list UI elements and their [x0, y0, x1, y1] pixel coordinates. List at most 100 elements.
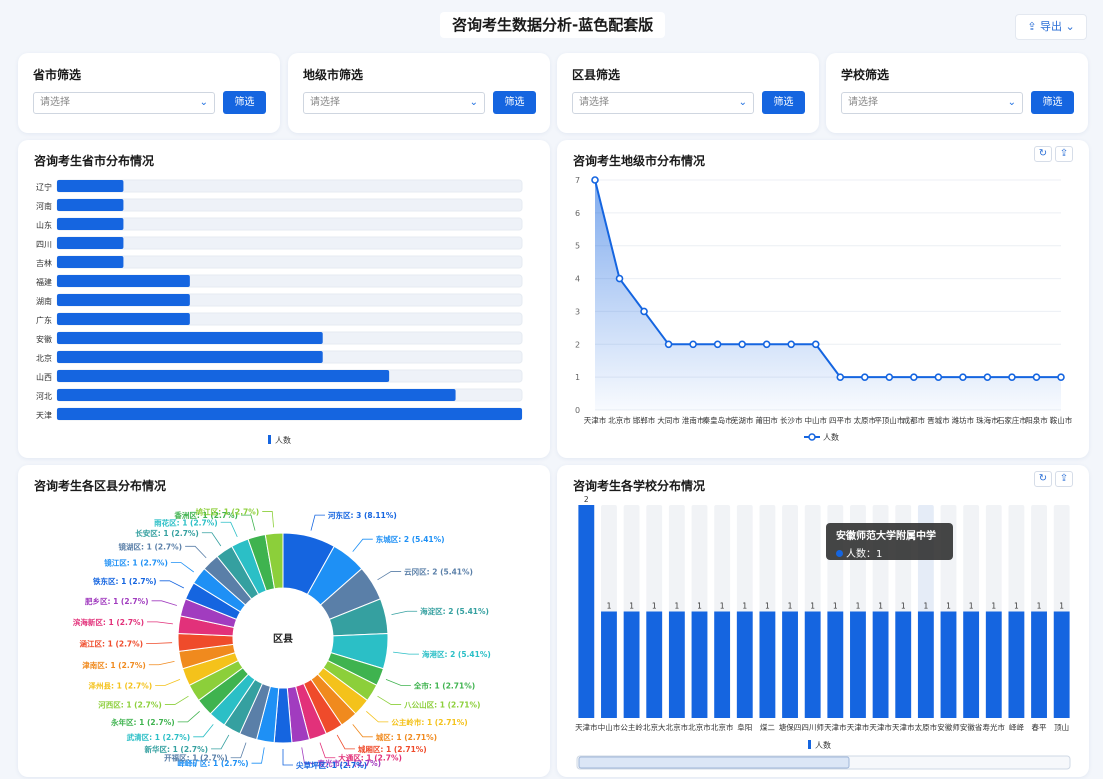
- bar: [895, 611, 912, 718]
- slice-label: 云冈区: 2 (5.41%): [404, 567, 473, 576]
- label-line: [336, 734, 355, 750]
- slice-label: 津南区: 1 (2.7%): [82, 660, 146, 670]
- label-line: [159, 580, 185, 589]
- bar: [668, 611, 685, 718]
- bar: [691, 611, 708, 718]
- bar: [1053, 611, 1070, 718]
- bar: [57, 408, 522, 420]
- slice-label: 镜江区: 1 (2.7%): [104, 557, 168, 567]
- pie-slice: [264, 532, 284, 590]
- label-line: [251, 747, 265, 764]
- export-button[interactable]: ⇪ 导出 ⌄: [1015, 14, 1087, 40]
- x-tick-label: 莆田市: [755, 415, 778, 425]
- province-select[interactable]: 请选择 ⌄: [33, 92, 215, 114]
- x-tick-label: 北京大: [643, 722, 666, 732]
- data-point: [934, 373, 943, 381]
- x-tick-label: 石家庄市: [997, 415, 1027, 425]
- data-label: 1: [788, 602, 793, 611]
- bar: [714, 611, 731, 718]
- data-point: [640, 307, 648, 316]
- refresh-icon[interactable]: ↻: [1034, 471, 1052, 487]
- x-tick-label: 天津市: [824, 722, 847, 732]
- bar-track: [56, 198, 523, 212]
- data-label: 1: [1059, 602, 1064, 611]
- data-label: 1: [923, 602, 928, 611]
- data-point: [860, 373, 869, 381]
- label-line: [377, 571, 402, 581]
- bar: [57, 275, 190, 287]
- series-line: [594, 179, 1061, 379]
- bar: [827, 611, 844, 718]
- x-tick-label: 安徽省: [960, 722, 983, 732]
- x-tick-label: 四川师: [801, 722, 824, 732]
- x-tick-label: 太原市: [915, 722, 938, 732]
- x-tick-label: 平顶山市: [874, 415, 904, 425]
- x-tick-label: 太原市: [854, 415, 877, 425]
- slice-label: 泽州县: 1 (2.7%): [89, 680, 153, 690]
- bar: [646, 611, 663, 718]
- bar: [57, 218, 124, 230]
- legend-swatch: [808, 740, 811, 749]
- x-tick-label: 北京市: [666, 722, 689, 732]
- slice-label: 全市: 1 (2.71%): [413, 680, 475, 690]
- category-label: 广东: [36, 315, 52, 325]
- x-tick-label: 天津市: [575, 722, 598, 732]
- chart-toolbox: ↻ ⇪: [1034, 471, 1073, 487]
- x-tick-label: 峄峄: [1009, 723, 1025, 732]
- legend-swatch: [268, 435, 271, 444]
- label-line: [301, 747, 315, 764]
- label-line: [377, 695, 402, 705]
- district-select[interactable]: 请选择 ⌄: [572, 92, 754, 114]
- data-point: [1008, 373, 1016, 381]
- school-select[interactable]: 请选择 ⌄: [841, 92, 1023, 114]
- bar: [963, 611, 980, 718]
- chevron-down-icon: ⌄: [199, 97, 208, 108]
- refresh-icon[interactable]: ↻: [1034, 146, 1052, 162]
- data-point: [983, 373, 992, 381]
- top-bar: 咨询考生数据分析-蓝色配套版 ⇪ 导出 ⌄: [0, 0, 1103, 50]
- x-tick-label: 北京市: [711, 722, 734, 732]
- slice-label: 涵江区: 1 (2.7%): [80, 638, 144, 648]
- slice-label: 永年区: 1 (2.7%): [110, 717, 175, 727]
- category-label: 天津: [36, 410, 52, 420]
- bar: [1008, 611, 1025, 718]
- school-chart-card: 咨询考生各学校分布情况 ↻ ⇪ 2 天津市 1 中山市 1 公主岭 1 北京大 1 北京市 1 北京市 1…: [557, 465, 1089, 777]
- city-select[interactable]: 请选择 ⌄: [303, 92, 485, 114]
- x-tick-label: 晋城市: [927, 415, 950, 425]
- label-line: [155, 679, 181, 686]
- slice-label: 铁东区: 1 (2.7%): [93, 576, 157, 586]
- bar: [57, 313, 190, 325]
- slice-label: 鸠江区: 1 (2.7%): [196, 506, 260, 516]
- download-icon[interactable]: ⇪: [1055, 471, 1073, 487]
- category-label: 湖南: [36, 296, 52, 306]
- x-tick-label: 寿光市: [983, 722, 1006, 732]
- label-line: [170, 562, 194, 573]
- x-tick-label: 春平: [1032, 722, 1048, 732]
- slice-label: 肥乡区: 1 (2.7%): [85, 596, 149, 606]
- data-label: 1: [969, 602, 974, 611]
- school-filter-button[interactable]: 筛选: [1031, 91, 1074, 114]
- city-filter-button[interactable]: 筛选: [493, 91, 536, 114]
- download-icon[interactable]: ⇪: [1055, 146, 1073, 162]
- slice-label: 开福区: 1 (2.7%): [164, 753, 228, 763]
- x-tick-label: 中山市: [804, 415, 827, 425]
- district-filter-button[interactable]: 筛选: [762, 91, 805, 114]
- x-tick-label: 四平市: [829, 415, 852, 425]
- province-filter-button[interactable]: 筛选: [223, 91, 266, 114]
- data-point: [885, 373, 894, 381]
- x-tick-label: 北京市: [608, 415, 631, 425]
- province-chart-card: 咨询考生省市分布情况 辽宁 河南 山东 四川 吉林 福建 湖南 广东 安徽 北京 山西 河北 天津 人数: [18, 140, 550, 458]
- slice-label: 雨花区: 1 (2.7%): [154, 517, 218, 527]
- category-label: 河北: [36, 391, 52, 401]
- label-line: [391, 610, 418, 616]
- label-line: [385, 679, 411, 686]
- y-tick-label: 1: [575, 373, 580, 382]
- x-tick-label: 成都市: [903, 415, 926, 425]
- series-dot-icon: [836, 550, 843, 557]
- data-point: [689, 340, 697, 349]
- label-line: [177, 711, 200, 723]
- bar: [850, 611, 866, 718]
- y-tick-label: 7: [575, 176, 580, 185]
- data-point: [910, 373, 918, 381]
